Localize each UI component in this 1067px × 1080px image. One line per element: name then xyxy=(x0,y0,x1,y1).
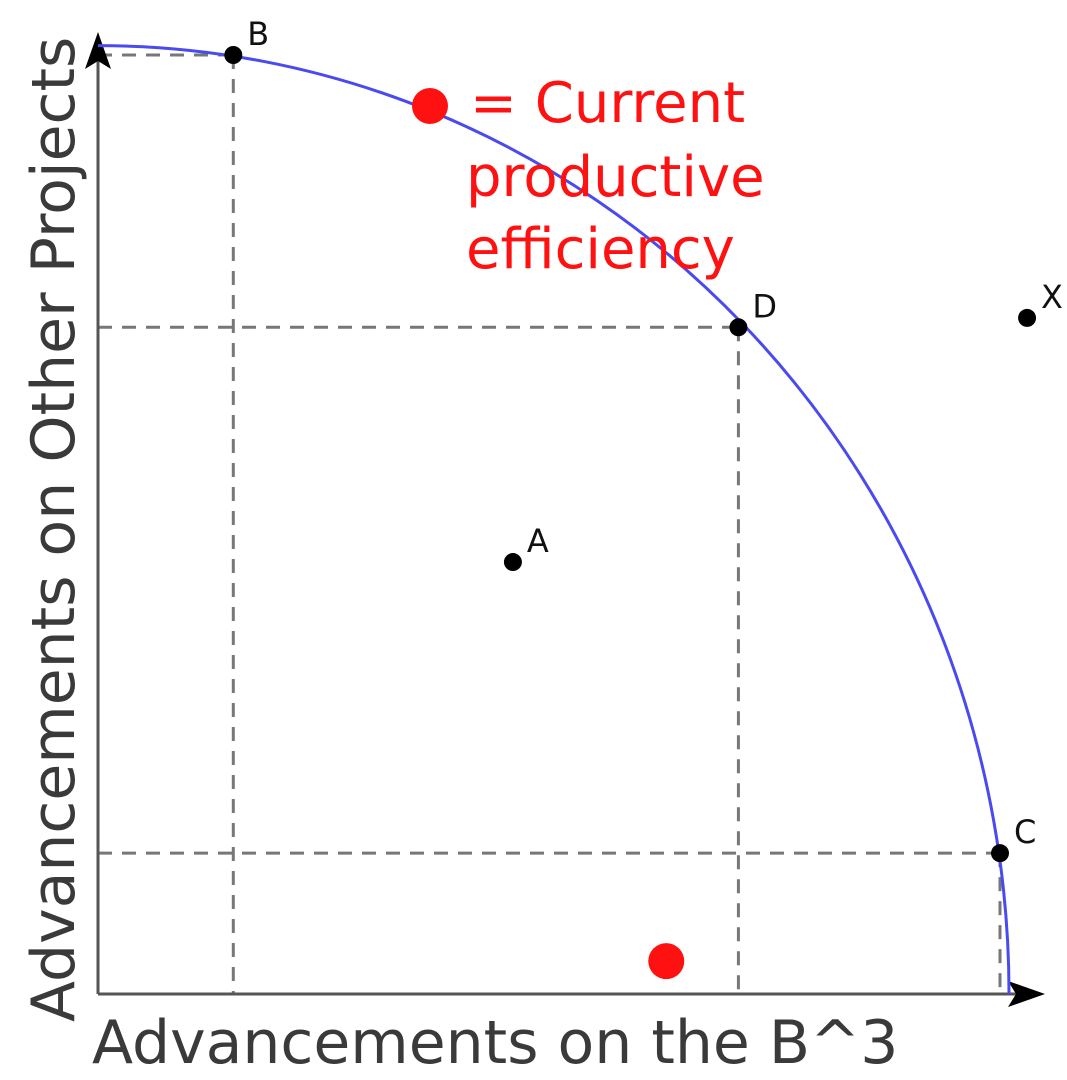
x-axis-label: Advancements on the B^3 xyxy=(92,1008,898,1078)
x-axis-arrow-icon xyxy=(1008,981,1045,1007)
highlight-points xyxy=(648,943,685,980)
highlight-point-current xyxy=(648,943,685,980)
point-d xyxy=(729,318,748,337)
point-x xyxy=(1018,308,1037,327)
point-label-d: D xyxy=(752,287,777,325)
point-label-x: X xyxy=(1041,278,1063,316)
point-a xyxy=(503,553,522,572)
point-label-a: A xyxy=(527,522,549,560)
point-c xyxy=(991,844,1009,863)
point-label-b: B xyxy=(247,15,269,53)
legend-line-3: efficiency xyxy=(466,217,735,282)
legend: = Current productive efficiency xyxy=(412,71,765,282)
y-axis-arrow-icon xyxy=(85,32,111,69)
legend-line-2: productive xyxy=(466,145,765,210)
point-b xyxy=(224,46,243,64)
y-axis-label: Advancements on Other Projects xyxy=(19,37,89,1022)
guide-lines xyxy=(98,53,1002,994)
point-label-c: C xyxy=(1014,813,1036,851)
legend-marker-icon xyxy=(412,88,448,124)
legend-line-1: = Current xyxy=(470,71,745,136)
data-points: A B C D X xyxy=(224,15,1063,863)
